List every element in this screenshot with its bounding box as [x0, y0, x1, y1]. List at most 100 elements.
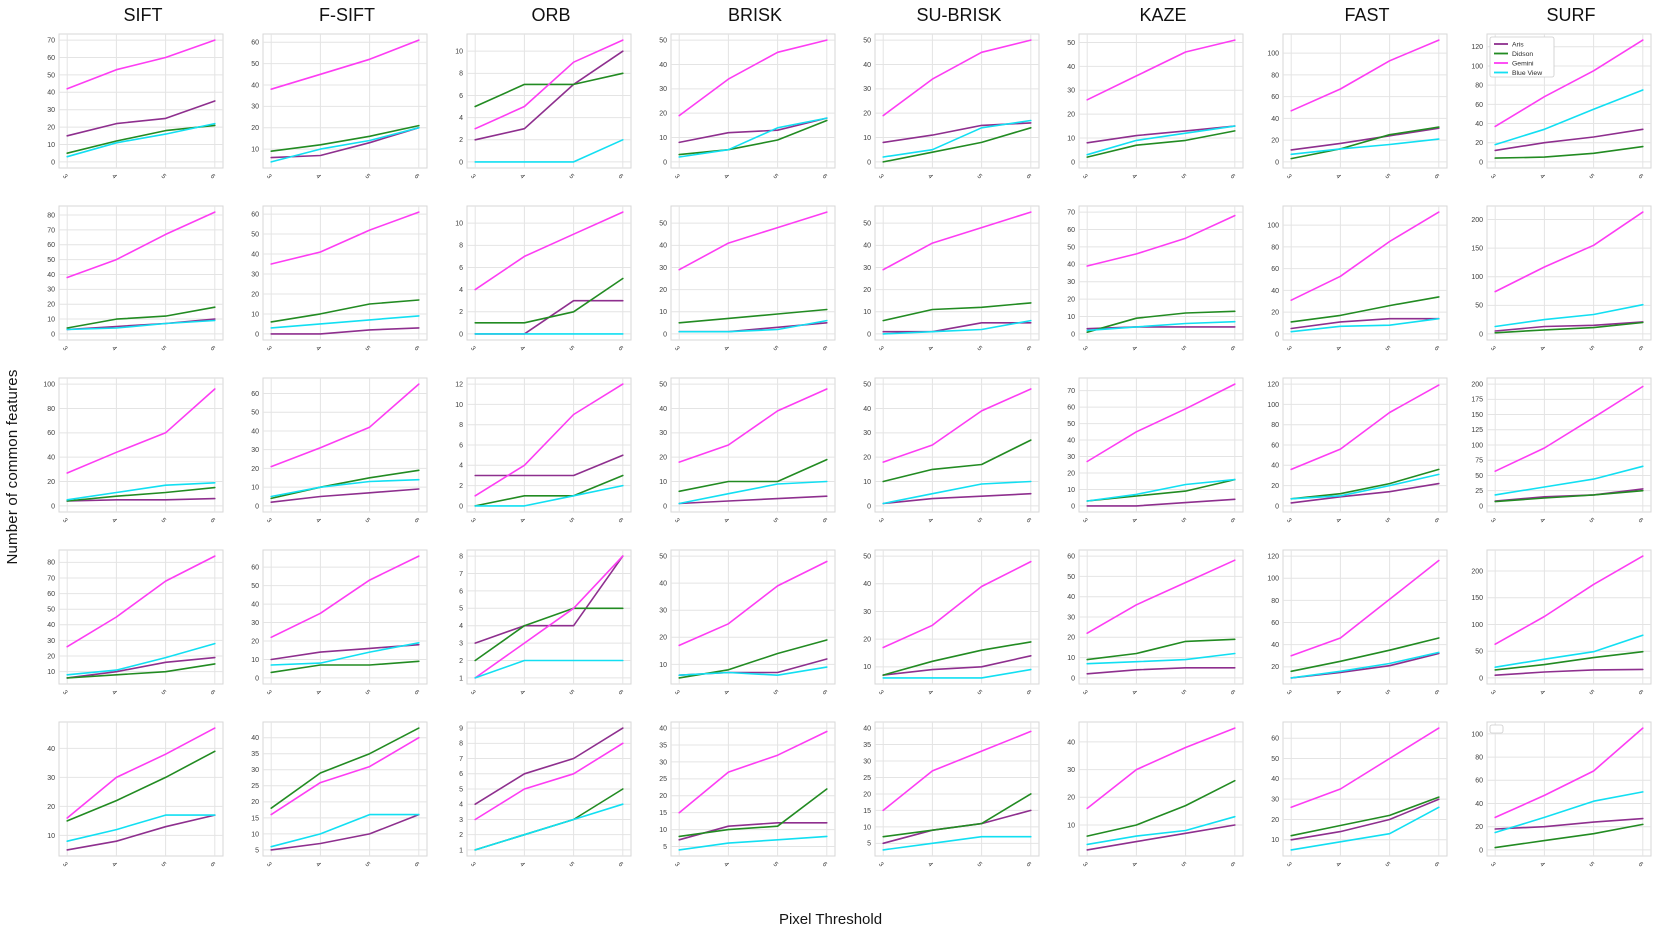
- y-tick-label: 40: [1271, 288, 1279, 295]
- y-tick-label: 10: [251, 311, 259, 318]
- chart-cell-orb-r4: 1 2 3 4 5 6 7 8 3 4 5 6: [434, 544, 638, 716]
- series-line-didson: [474, 277, 624, 324]
- y-tick-label: 40: [863, 406, 871, 413]
- y-tick-label: 50: [251, 410, 259, 417]
- x-tick-label: 4: [722, 173, 730, 181]
- y-tick-label: 60: [1475, 778, 1483, 785]
- series-line-didson: [1494, 489, 1644, 503]
- chart-cell-orb-r5: 1 2 3 4 5 6 7 8 9 3 4 5 6: [434, 716, 638, 888]
- series-line-didson: [882, 793, 1032, 838]
- y-tick-label: 6: [459, 442, 463, 449]
- y-tick-label: 6: [459, 588, 463, 595]
- series-line-didson: [1086, 638, 1236, 661]
- x-tick-label: 4: [926, 345, 934, 353]
- y-tick-label: 10: [1067, 655, 1075, 662]
- x-tick-label: 6: [1433, 517, 1441, 525]
- x-tick-label: 3: [469, 861, 477, 869]
- x-tick-label: 3: [469, 345, 477, 353]
- y-tick-label: 10: [659, 479, 667, 486]
- x-tick-label: 3: [469, 173, 477, 181]
- y-tick-label: 60: [1067, 405, 1075, 412]
- x-tick-label: 6: [209, 861, 217, 869]
- y-tick-label: 0: [1479, 159, 1483, 166]
- y-tick-label: 9: [459, 725, 463, 732]
- y-tick-label: 40: [47, 272, 55, 279]
- series-line-blue-view: [1494, 465, 1644, 496]
- y-tick-label: 60: [1067, 227, 1075, 234]
- y-tick-label: 35: [659, 742, 667, 749]
- series-line-gemini: [882, 730, 1032, 812]
- chart-kaze-row3: 0 10 20 30 40 50 60 70 3 4 5 6: [1067, 377, 1244, 525]
- y-tick-label: 80: [1271, 72, 1279, 79]
- x-tick-label: 4: [926, 173, 934, 181]
- x-tick-label: 5: [567, 689, 575, 697]
- y-tick-label: 15: [659, 810, 667, 817]
- y-tick-label: 80: [1475, 83, 1483, 90]
- y-tick-label: 10: [863, 135, 871, 142]
- y-tick-label: 60: [1271, 736, 1279, 743]
- series-line-blue-view: [66, 122, 216, 158]
- series-line-didson: [270, 124, 420, 152]
- x-tick-label: 6: [413, 517, 421, 525]
- y-tick-label: 80: [47, 212, 55, 219]
- y-tick-label: 10: [251, 657, 259, 664]
- chart-f-sift-row4: 0 10 20 30 40 50 60 3 4 5 6: [251, 549, 428, 697]
- series-line-aris: [66, 656, 216, 679]
- series-line-didson: [474, 474, 624, 507]
- y-tick-label: 50: [1067, 574, 1075, 581]
- x-tick-label: 5: [975, 517, 983, 525]
- y-tick-label: 20: [863, 287, 871, 294]
- chart-cell-su-brisk-r4: 10 20 30 40 50 3 4 5 6: [842, 544, 1046, 716]
- y-tick-label: 50: [1067, 244, 1075, 251]
- series-line-aris: [474, 50, 624, 141]
- y-tick-label: 50: [659, 381, 667, 388]
- y-tick-label: 0: [867, 331, 871, 338]
- y-tick-label: 0: [663, 159, 667, 166]
- series-line-blue-view: [882, 319, 1032, 335]
- x-tick-label: 4: [1538, 517, 1546, 525]
- series-line-blue-view: [1494, 89, 1644, 146]
- x-tick-label: 3: [673, 689, 681, 697]
- series-line-blue-view: [66, 642, 216, 676]
- series-line-gemini: [1494, 385, 1644, 472]
- x-tick-label: 6: [1229, 517, 1237, 525]
- series-line-gemini: [882, 211, 1032, 271]
- x-tick-label: 3: [265, 345, 273, 353]
- y-tick-label: 50: [47, 72, 55, 79]
- chart-sift-row5: 10 20 30 40 3 4 5 6: [47, 721, 224, 869]
- x-tick-label: 6: [1025, 689, 1033, 697]
- series-line-blue-view: [1290, 138, 1440, 156]
- y-tick-label: 30: [659, 265, 667, 272]
- series-line-blue-view: [882, 119, 1032, 158]
- y-tick-label: 60: [1271, 620, 1279, 627]
- y-tick-label: 2: [459, 483, 463, 490]
- x-tick-label: 3: [265, 861, 273, 869]
- y-tick-label: 10: [1271, 837, 1279, 844]
- x-tick-label: 4: [314, 173, 322, 181]
- plot-area: [1078, 33, 1244, 169]
- series-line-didson: [882, 641, 1032, 676]
- series-line-didson: [1494, 145, 1644, 159]
- x-tick-label: 3: [1285, 517, 1293, 525]
- y-tick-label: 20: [659, 635, 667, 642]
- chart-cell-kaze-r3: 0 10 20 30 40 50 60 70 3 4 5 6: [1046, 372, 1250, 544]
- series-line-didson: [1494, 650, 1644, 671]
- chart-sift-row3: 0 20 40 60 80 100 3 4 5 6: [43, 377, 224, 525]
- y-tick-label: 20: [1271, 310, 1279, 317]
- y-tick-label: 30: [251, 271, 259, 278]
- y-tick-label: 10: [251, 831, 259, 838]
- y-tick-label: 10: [47, 316, 55, 323]
- chart-cell-sift-r4: 10 20 30 40 50 60 70 80 3 4 5 6: [26, 544, 230, 716]
- y-tick-label: 10: [659, 135, 667, 142]
- x-tick-label: 5: [1587, 517, 1595, 525]
- x-tick-label: 6: [1025, 173, 1033, 181]
- x-tick-label: 3: [673, 173, 681, 181]
- y-tick-label: 0: [1479, 675, 1483, 682]
- series-line-blue-view: [66, 482, 216, 501]
- y-tick-label: 25: [251, 783, 259, 790]
- y-tick-label: 10: [47, 833, 55, 840]
- y-tick-label: 30: [659, 608, 667, 615]
- y-tick-label: 10: [863, 824, 871, 831]
- x-tick-label: 3: [877, 861, 885, 869]
- x-tick-label: 3: [1081, 689, 1089, 697]
